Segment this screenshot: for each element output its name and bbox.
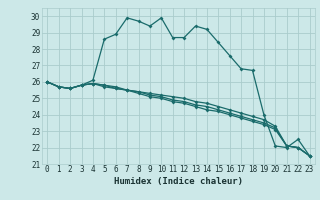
X-axis label: Humidex (Indice chaleur): Humidex (Indice chaleur) (114, 177, 243, 186)
